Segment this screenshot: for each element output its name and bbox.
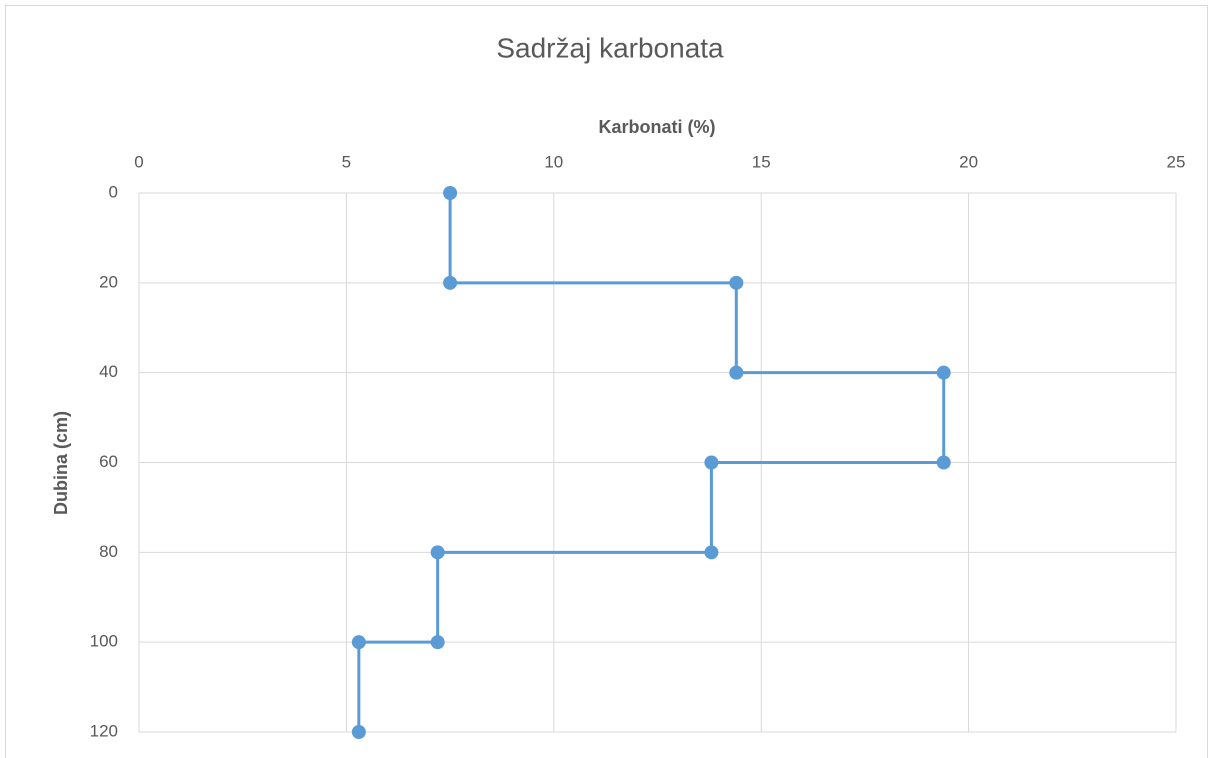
- data-point: [936, 455, 951, 470]
- x-axis-label: Karbonati (%): [599, 117, 716, 137]
- data-point: [443, 186, 458, 200]
- data-point: [443, 275, 458, 290]
- y-tick-label: 20: [99, 272, 118, 291]
- data-point: [430, 635, 445, 650]
- data-point: [351, 725, 366, 739]
- data-point: [729, 275, 744, 290]
- data-point: [729, 365, 744, 380]
- x-tick-label: 25: [1167, 152, 1186, 171]
- chart-border: [5, 5, 1208, 758]
- x-tick-label: 20: [959, 152, 978, 171]
- x-tick-label: 15: [752, 152, 771, 171]
- data-point: [936, 365, 951, 380]
- x-tick-label: 10: [544, 152, 563, 171]
- y-tick-label: 40: [99, 362, 118, 381]
- y-tick-label: 80: [99, 542, 118, 561]
- x-tick-label: 5: [342, 152, 351, 171]
- x-tick-label: 0: [134, 152, 143, 171]
- data-line: [357, 193, 946, 732]
- y-tick-label: 60: [99, 452, 118, 471]
- data-point: [704, 455, 719, 470]
- y-tick-label: 120: [90, 721, 118, 740]
- y-tick-label: 0: [109, 182, 118, 201]
- data-point: [704, 545, 719, 560]
- data-point: [430, 545, 445, 560]
- data-point: [351, 635, 366, 650]
- y-axis-label: Dubina (cm): [51, 411, 71, 515]
- y-tick-label: 100: [90, 632, 118, 651]
- chart-title: Sadržaj karbonata: [496, 32, 724, 63]
